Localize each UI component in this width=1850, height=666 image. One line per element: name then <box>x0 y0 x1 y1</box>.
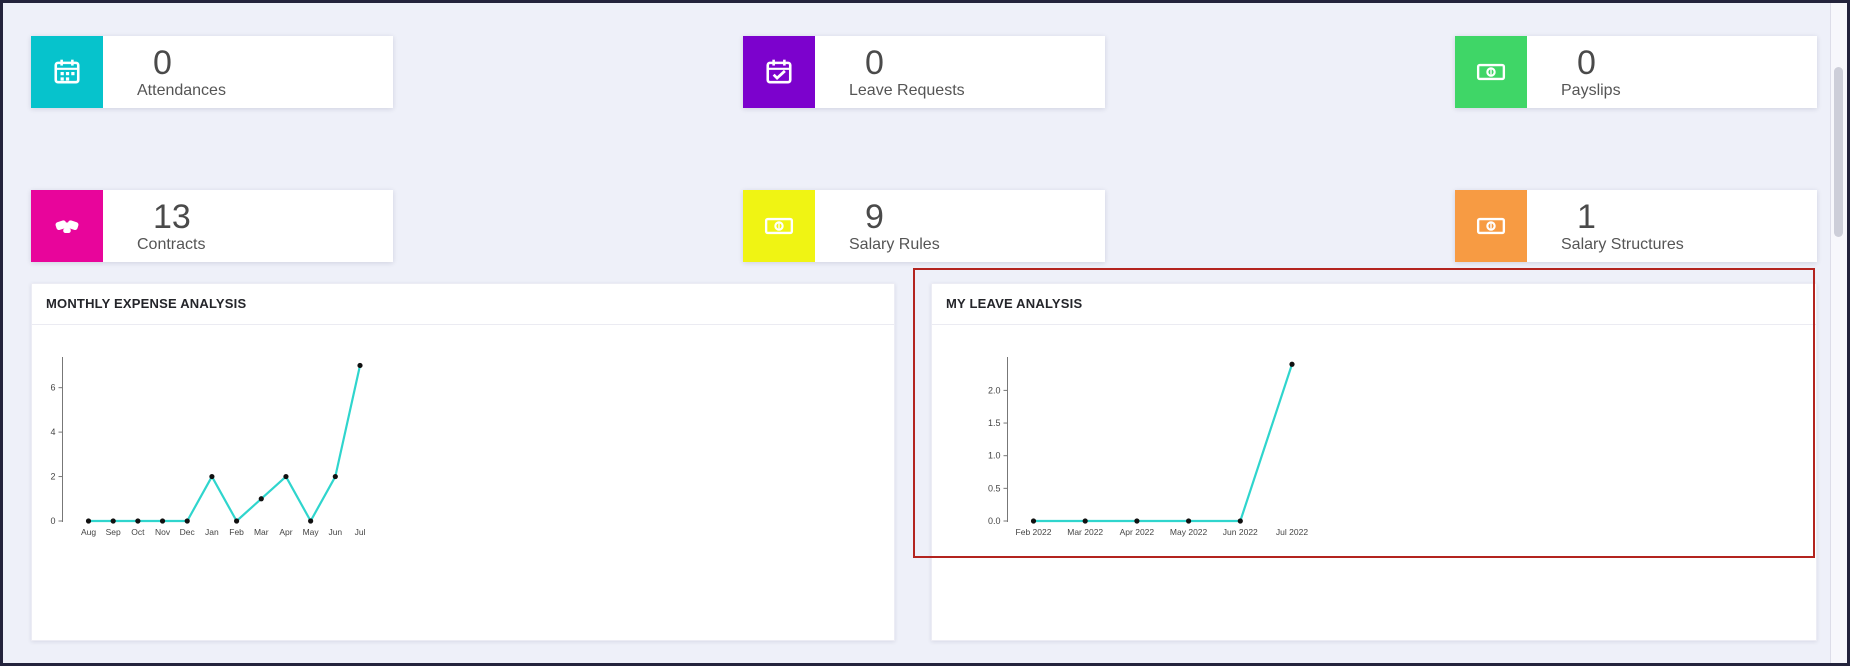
stat-value: 0 <box>1577 43 1596 82</box>
panel-title: MONTHLY EXPENSE ANALYSIS <box>46 296 247 311</box>
panel-body: 0 2 4 6 Aug Sep Oct Nov Dec Jan Feb Mar Apr May Jun Jul <box>32 325 894 640</box>
svg-text:Jan: Jan <box>205 527 219 537</box>
stat-value: 0 <box>153 43 172 82</box>
calendar-check-icon <box>743 36 815 108</box>
svg-text:Nov: Nov <box>155 527 171 537</box>
svg-text:1.5: 1.5 <box>988 418 1001 428</box>
my-leave-chart[interactable]: 0.0 0.5 1.0 1.5 2.0 Feb 2022 Mar 2022 Apr 2022 M… <box>974 353 1319 558</box>
banknote-icon <box>1455 36 1527 108</box>
stat-card-text: 0 Leave Requests <box>815 36 965 108</box>
svg-text:Aug: Aug <box>81 527 96 537</box>
stat-card-text: 0 Attendances <box>103 36 226 108</box>
svg-text:Mar: Mar <box>254 527 269 537</box>
svg-text:Feb 2022: Feb 2022 <box>1016 527 1052 537</box>
panel-body: 0.0 0.5 1.0 1.5 2.0 Feb 2022 Mar 2022 Apr 2022 M… <box>932 325 1816 640</box>
svg-text:0: 0 <box>50 516 55 526</box>
vertical-scrollbar[interactable] <box>1830 3 1847 663</box>
leave-panel-wrapper: MY LEAVE ANALYSIS 0.0 0.5 1.0 1.5 2.0 Feb 202… <box>913 268 1817 641</box>
panel-header: MONTHLY EXPENSE ANALYSIS <box>32 284 894 325</box>
stat-card-salary-rules[interactable]: 9 Salary Rules <box>743 190 1105 262</box>
svg-text:2: 2 <box>50 472 55 482</box>
svg-text:Jul 2022: Jul 2022 <box>1276 527 1308 537</box>
svg-text:Apr 2022: Apr 2022 <box>1120 527 1155 537</box>
svg-text:2.0: 2.0 <box>988 385 1001 395</box>
my-leave-panel: MY LEAVE ANALYSIS 0.0 0.5 1.0 1.5 2.0 Feb 202… <box>931 283 1817 641</box>
stat-card-text: 13 Contracts <box>103 190 205 262</box>
stat-card-text: 1 Salary Structures <box>1527 190 1684 262</box>
svg-text:Oct: Oct <box>131 527 145 537</box>
stat-value: 1 <box>1577 197 1596 236</box>
monthly-expense-panel: MONTHLY EXPENSE ANALYSIS 0 2 4 6 Aug Sep Oct No… <box>31 283 895 641</box>
monthly-expense-chart[interactable]: 0 2 4 6 Aug Sep Oct Nov Dec Jan Feb Mar Apr May Jun Jul <box>42 353 387 558</box>
stat-card-salary-structures[interactable]: 1 Salary Structures <box>1455 190 1817 262</box>
handshake-icon <box>31 190 103 262</box>
stat-card-payslips[interactable]: 0 Payslips <box>1455 36 1817 108</box>
calendar-icon <box>31 36 103 108</box>
stats-row-2: 13 Contracts 9 Salary Rules <box>31 190 1817 262</box>
stat-label: Attendances <box>137 81 226 99</box>
stat-card-leave-requests[interactable]: 0 Leave Requests <box>743 36 1105 108</box>
svg-text:Sep: Sep <box>106 527 121 537</box>
panel-header: MY LEAVE ANALYSIS <box>932 284 1816 325</box>
svg-text:4: 4 <box>50 427 55 437</box>
charts-row: MONTHLY EXPENSE ANALYSIS 0 2 4 6 Aug Sep Oct No… <box>31 268 1817 641</box>
svg-text:Jul: Jul <box>355 527 366 537</box>
svg-text:0.0: 0.0 <box>988 516 1001 526</box>
stat-card-text: 0 Payslips <box>1527 36 1621 108</box>
stat-card-contracts[interactable]: 13 Contracts <box>31 190 393 262</box>
stat-card-text: 9 Salary Rules <box>815 190 940 262</box>
dashboard-content: 0 Attendances 0 Leave Requests <box>3 3 1831 663</box>
svg-text:0.5: 0.5 <box>988 483 1001 493</box>
svg-text:Apr: Apr <box>279 527 292 537</box>
svg-text:Jun 2022: Jun 2022 <box>1223 527 1258 537</box>
svg-text:Mar 2022: Mar 2022 <box>1067 527 1103 537</box>
stat-card-attendances[interactable]: 0 Attendances <box>31 36 393 108</box>
svg-text:Jun: Jun <box>328 527 342 537</box>
svg-text:May 2022: May 2022 <box>1170 527 1208 537</box>
svg-text:Dec: Dec <box>180 527 196 537</box>
stat-value: 13 <box>153 197 191 236</box>
svg-text:Feb: Feb <box>229 527 244 537</box>
svg-text:May: May <box>303 527 320 537</box>
stats-row-1: 0 Attendances 0 Leave Requests <box>31 36 1817 108</box>
scrollbar-thumb[interactable] <box>1834 67 1843 237</box>
panel-title: MY LEAVE ANALYSIS <box>946 296 1083 311</box>
stat-value: 9 <box>865 197 884 236</box>
banknote-icon <box>743 190 815 262</box>
stat-label: Salary Structures <box>1561 235 1684 253</box>
svg-text:1.0: 1.0 <box>988 451 1001 461</box>
stat-label: Contracts <box>137 235 206 253</box>
stat-label: Payslips <box>1561 81 1621 99</box>
svg-text:6: 6 <box>50 383 55 393</box>
stat-value: 0 <box>865 43 884 82</box>
stat-label: Salary Rules <box>849 235 940 253</box>
stat-label: Leave Requests <box>849 81 965 99</box>
banknote-icon <box>1455 190 1527 262</box>
